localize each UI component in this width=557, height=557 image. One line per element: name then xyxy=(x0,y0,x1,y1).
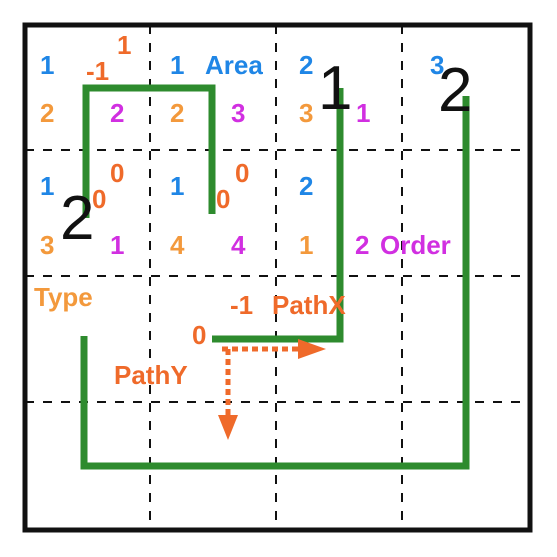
legend-pathy-label: PathY xyxy=(114,360,188,390)
cell-r0c1-area-value: 1 xyxy=(170,50,185,80)
green-path-outer xyxy=(80,96,470,470)
cell-r0c1-order-value-2: 3 xyxy=(231,98,246,128)
cell-r0c0-area-value: 1 xyxy=(40,50,55,80)
cell-r0c0-type-value: 2 xyxy=(40,98,55,128)
cell-r1c0-pathy-value: 0 xyxy=(110,158,125,188)
big-number-one: 1 xyxy=(318,54,353,123)
cell-r1c0-area-value: 1 xyxy=(40,171,55,201)
cell-r1c0-pathx-value: 0 xyxy=(92,184,107,214)
pathx-arrowhead xyxy=(298,339,326,359)
cell-r1c1-area-value: 1 xyxy=(170,171,185,201)
board-border xyxy=(22,22,533,533)
legend-type-label: Type xyxy=(34,282,93,312)
cell-r0c2-order-value: 1 xyxy=(356,98,371,128)
pathy-arrowhead xyxy=(218,415,238,440)
cell-r0c2-type-value: 3 xyxy=(299,98,314,128)
legend-area-label: Area xyxy=(205,50,263,80)
cell-r1c0-type-value: 3 xyxy=(40,230,55,260)
big-number-two-right: 2 xyxy=(438,56,473,125)
cell-r0c2-area-value: 2 xyxy=(299,50,314,80)
cell-r1c1-pathy-value: 0 xyxy=(235,158,250,188)
legend-pathx-label: PathX xyxy=(272,290,346,320)
cell-r2c1-pathx-value: -1 xyxy=(230,290,254,320)
cell-r1c1-order-value: 4 xyxy=(231,230,246,260)
cell-r0c1-order-value: 2 xyxy=(110,98,125,128)
cell-r0c0-pathy-value: 1 xyxy=(117,30,132,60)
cell-r0c1-type-value: 2 xyxy=(170,98,185,128)
cell-r1c0-order-value: 1 xyxy=(110,230,125,260)
cell-r2c1-pathy-value: 0 xyxy=(192,320,207,350)
cell-r0c3-area-value: 3 xyxy=(430,50,445,80)
cell-r1c2-area-value: 2 xyxy=(299,171,314,201)
green-path-middle xyxy=(212,88,344,343)
cell-r1c1-pathx-value: 0 xyxy=(216,184,231,214)
dotted-arrows xyxy=(218,339,326,440)
big-number-two-left: 2 xyxy=(60,184,95,253)
legend-order-label: Order xyxy=(380,230,451,260)
cell-r1c2-order-value: 2 xyxy=(355,230,370,260)
cell-r0c0-pathx-value: -1 xyxy=(86,56,110,86)
green-path-upper xyxy=(82,84,216,218)
cell-r1c1-type-value: 4 xyxy=(170,230,185,260)
green-paths xyxy=(80,84,470,470)
dashed-grid-lines xyxy=(25,25,530,530)
cell-r1c2-type-value: 1 xyxy=(299,230,314,260)
